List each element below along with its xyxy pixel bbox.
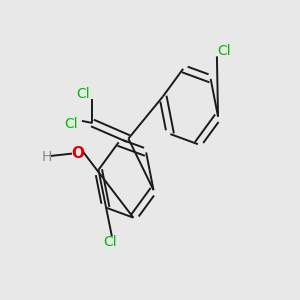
Text: Cl: Cl [103, 236, 117, 249]
Text: Cl: Cl [64, 118, 78, 131]
Text: O: O [71, 146, 84, 160]
Text: Cl: Cl [218, 44, 231, 58]
Text: H: H [41, 150, 52, 164]
Text: Cl: Cl [76, 88, 90, 101]
